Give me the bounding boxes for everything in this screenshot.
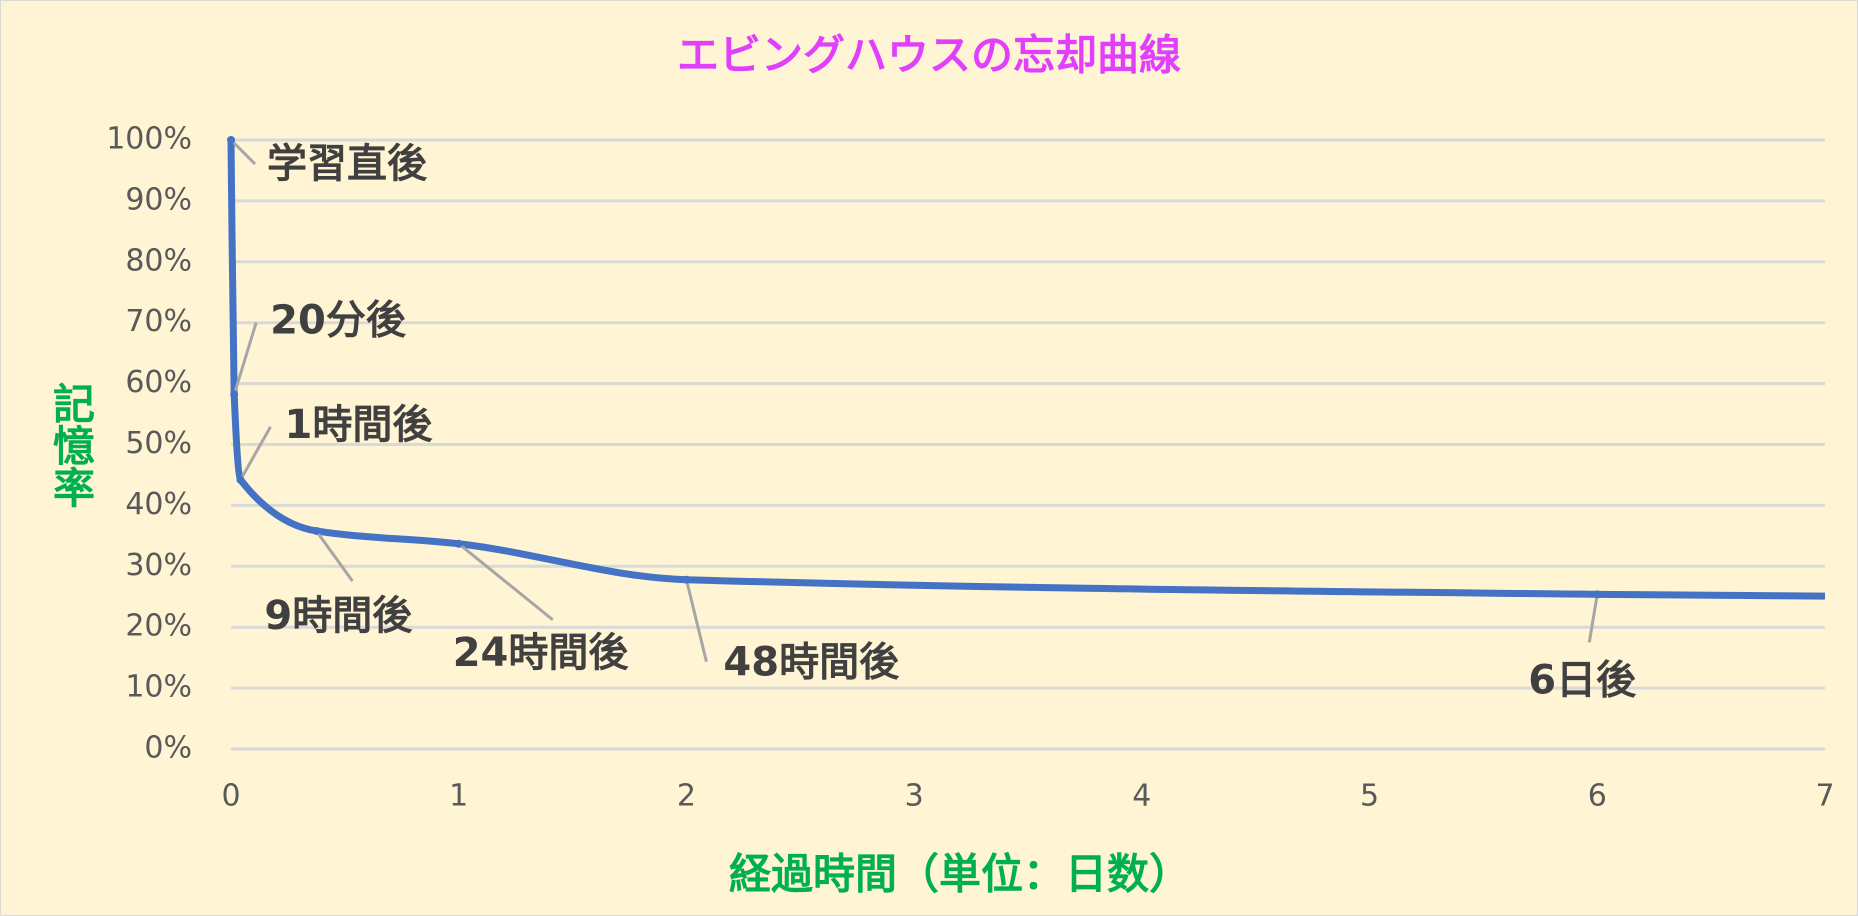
x-tick-label: 6 <box>1588 779 1607 814</box>
data-point <box>227 136 235 144</box>
y-tick-label: 40% <box>125 487 192 522</box>
leader-line <box>1587 594 1599 643</box>
data-point <box>454 539 463 548</box>
x-tick-label: 7 <box>1815 779 1834 814</box>
point-label: 1時間後 <box>284 402 433 448</box>
x-tick-label: 0 <box>221 779 240 814</box>
data-point <box>1593 590 1602 599</box>
point-label: 20分後 <box>270 298 407 344</box>
x-tick-label: 1 <box>449 779 468 814</box>
y-tick-label: 20% <box>125 609 192 644</box>
data-point <box>312 526 321 535</box>
data-point <box>682 575 691 584</box>
point-label: 24時間後 <box>453 630 630 676</box>
y-tick-label: 100% <box>106 122 192 157</box>
point-label: 48時間後 <box>723 640 900 686</box>
leader-line <box>684 579 708 663</box>
x-tick-label: 3 <box>905 779 924 814</box>
y-tick-label: 70% <box>125 304 192 339</box>
x-tick-label: 5 <box>1360 779 1379 814</box>
x-tick-label: 2 <box>677 779 696 814</box>
leader-line <box>232 322 258 396</box>
leader-line <box>229 138 257 166</box>
point-label: 学習直後 <box>267 141 428 187</box>
y-tick-label: 10% <box>125 670 192 705</box>
y-tick-label: 60% <box>125 365 192 400</box>
x-axis-label: 経過時間（単位：日数） <box>729 850 1191 899</box>
data-point <box>236 475 245 484</box>
y-axis-label: 記憶率 <box>47 382 96 508</box>
chart-title: エビングハウスの忘却曲線 <box>677 31 1181 80</box>
y-tick-label: 50% <box>125 426 192 461</box>
leader-line <box>457 542 554 621</box>
x-tick-label: 4 <box>1132 779 1151 814</box>
point-label: 9時間後 <box>264 593 413 639</box>
leader-line <box>315 530 354 582</box>
y-tick-label: 90% <box>125 182 192 217</box>
y-tick-label: 80% <box>125 243 192 278</box>
data-point <box>230 390 239 399</box>
leader-line <box>239 426 272 481</box>
data-line <box>227 139 1826 600</box>
y-tick-label: 30% <box>125 548 192 583</box>
point-label: 6日後 <box>1528 657 1637 703</box>
y-tick-label: 0% <box>144 731 192 766</box>
